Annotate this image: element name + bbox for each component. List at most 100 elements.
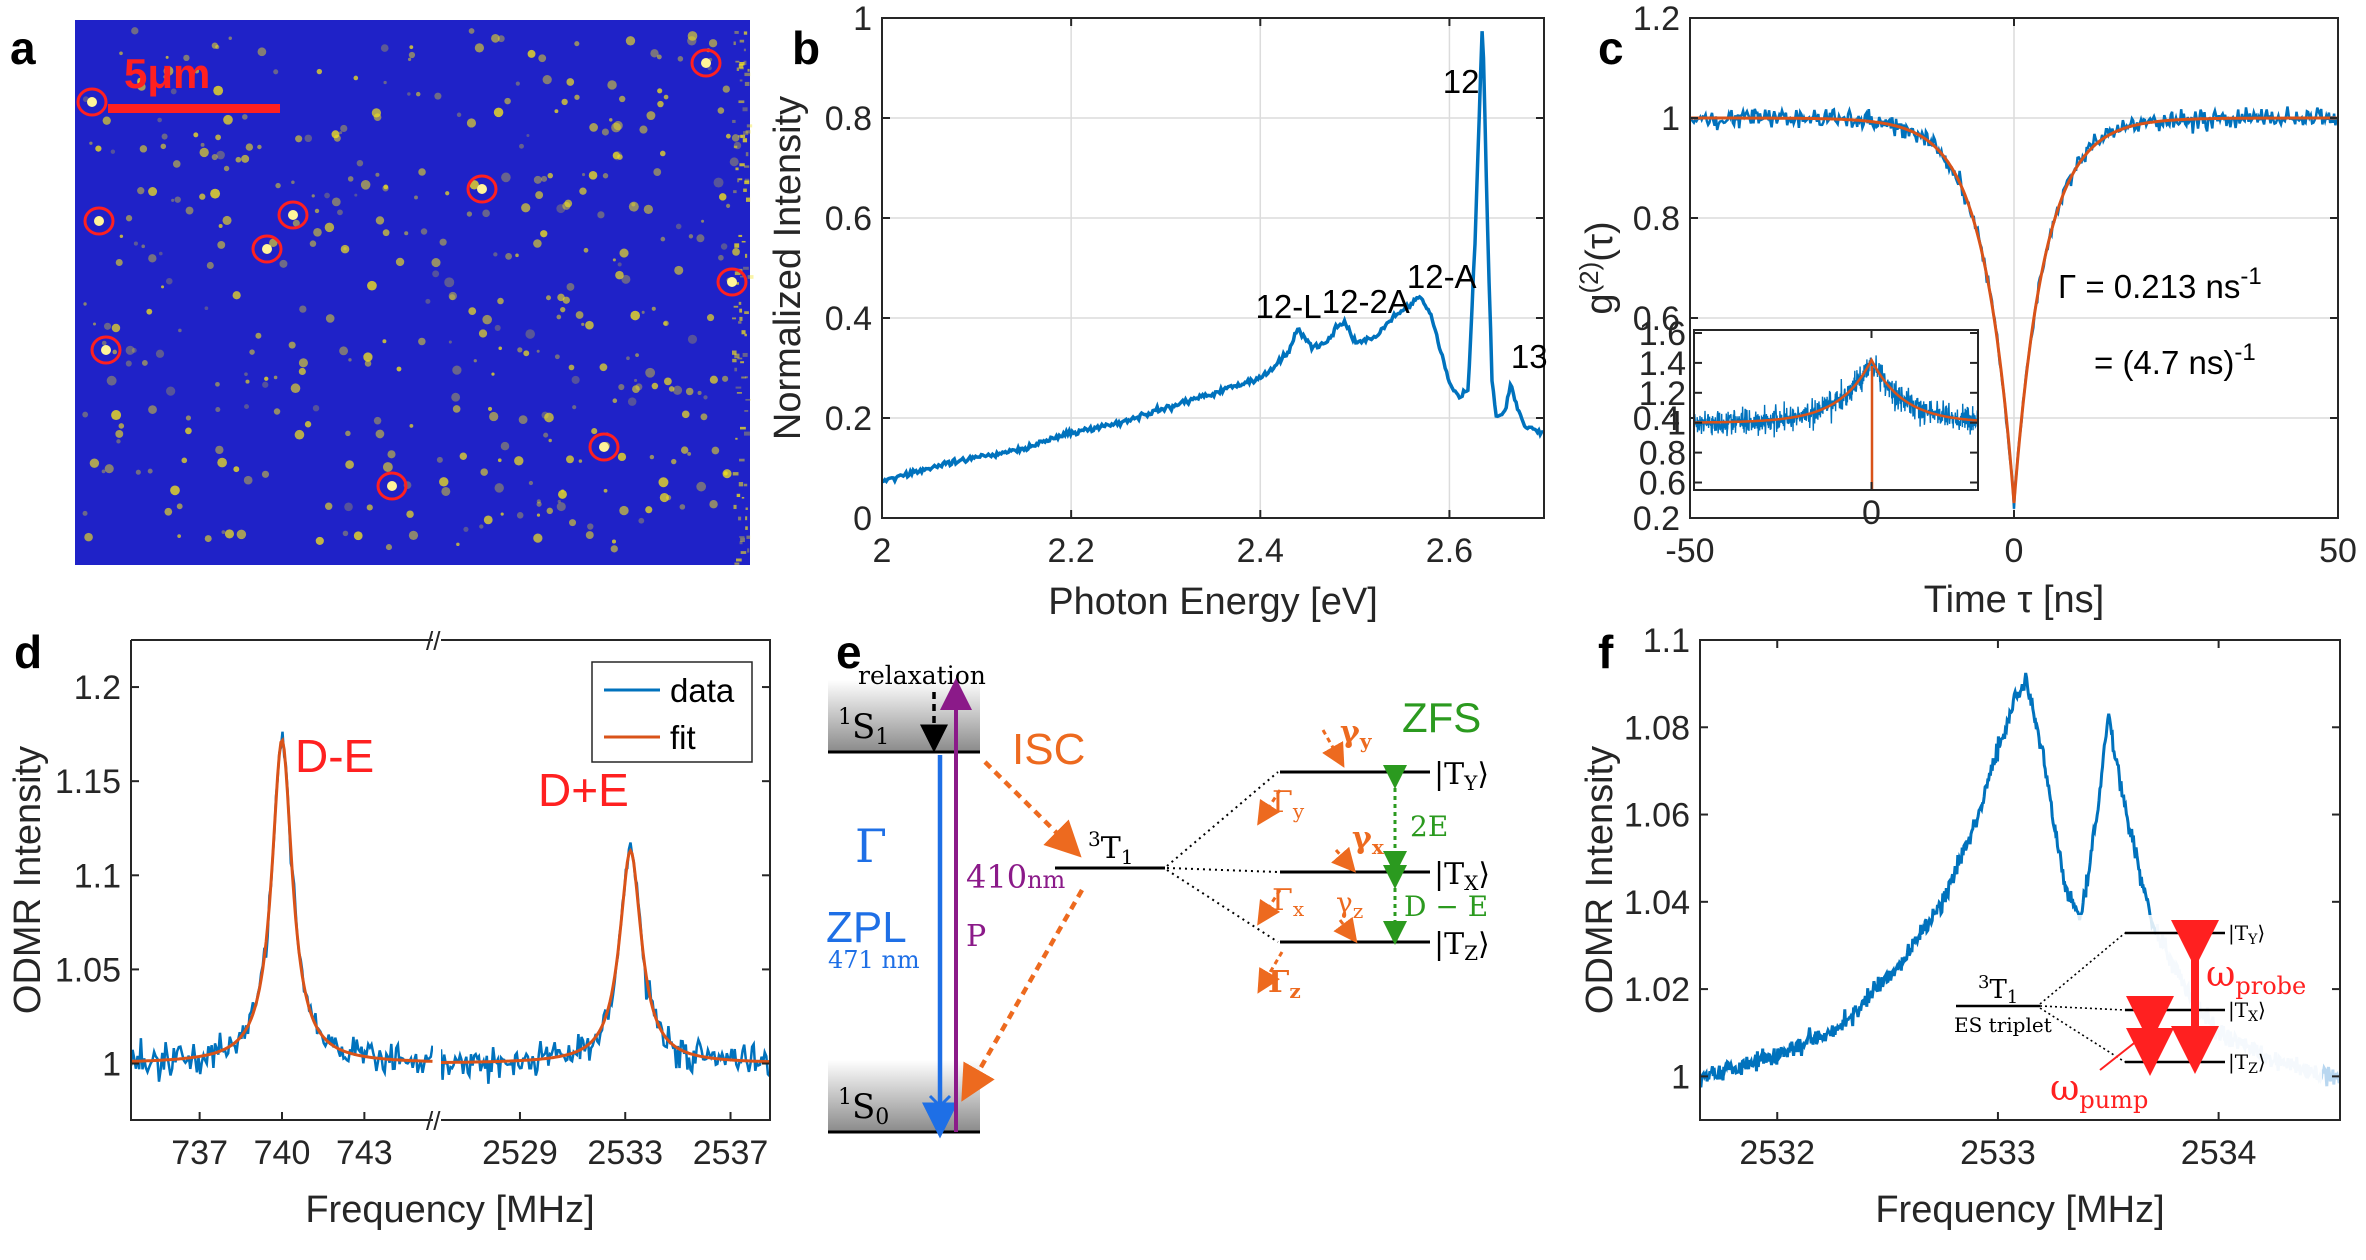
edge-spot bbox=[732, 472, 739, 476]
emitter-spot bbox=[541, 175, 548, 182]
edge-spot bbox=[745, 197, 751, 202]
y-tick-label: 1.15 bbox=[55, 763, 121, 801]
emitter-spot bbox=[575, 311, 584, 319]
odmr-fit-line-right bbox=[441, 847, 770, 1064]
inset-data-line bbox=[1694, 355, 1978, 438]
gamma-z-label: γz bbox=[1336, 886, 1363, 923]
emitter-spot bbox=[536, 513, 541, 517]
edge-spot bbox=[746, 124, 753, 128]
emitter-spot bbox=[199, 147, 209, 158]
emitter-spot bbox=[363, 352, 373, 362]
emitter-spot bbox=[574, 94, 580, 100]
emitter-spot bbox=[663, 321, 668, 326]
y-tick-label: 1 bbox=[102, 1046, 121, 1084]
emitter-spot bbox=[215, 134, 221, 141]
y-tick-label: 1.02 bbox=[1624, 971, 1690, 1009]
emitter-spot bbox=[199, 193, 206, 200]
panel-a: 5μm bbox=[75, 20, 754, 565]
edge-spot bbox=[744, 180, 750, 185]
emitter-spot bbox=[533, 175, 542, 184]
emitter-spot bbox=[619, 505, 629, 516]
emitter-spot bbox=[621, 274, 631, 284]
emitter-spot bbox=[482, 314, 492, 325]
emitter-spot bbox=[649, 454, 655, 460]
emitter-spot bbox=[731, 134, 740, 142]
edge-spot bbox=[741, 240, 746, 243]
d-minus-e-label-e: D − E bbox=[1404, 890, 1488, 923]
emitter-spot bbox=[290, 383, 301, 394]
edge-spot bbox=[739, 79, 743, 82]
emitter-spot bbox=[659, 150, 666, 157]
edge-spot bbox=[742, 352, 748, 357]
emitter-spot bbox=[451, 392, 461, 402]
panel-c: -50 0 500.20.40.60.811.2 Time τ [ns] g(2)(… bbox=[1574, 0, 2357, 621]
emitter-spot bbox=[356, 159, 364, 167]
y-axis-label-c: g(2)(τ) bbox=[1574, 221, 1621, 314]
emitter-spot bbox=[387, 450, 396, 459]
emitter-spot bbox=[115, 429, 124, 438]
emitter-spot bbox=[340, 244, 350, 254]
emitter-spot bbox=[312, 404, 320, 412]
emitter-spot bbox=[582, 173, 586, 177]
emitter-spot bbox=[407, 92, 411, 96]
edge-spot bbox=[745, 516, 748, 521]
emitter-spot bbox=[542, 74, 552, 85]
edge-spot bbox=[737, 357, 743, 360]
emitter-spot bbox=[615, 270, 624, 280]
selected-emitter-circle bbox=[376, 471, 408, 501]
emitter-spot bbox=[602, 173, 609, 179]
edge-spot bbox=[739, 39, 745, 43]
edge-spot bbox=[739, 67, 744, 70]
emitter-spot bbox=[408, 530, 419, 540]
emitter-spot bbox=[160, 143, 167, 150]
emitter-spot bbox=[375, 216, 385, 225]
edge-spot bbox=[741, 496, 745, 499]
emitter-spot bbox=[497, 458, 502, 463]
emitter-spot bbox=[516, 511, 524, 519]
emitter-spot bbox=[148, 405, 157, 414]
emitter-spot bbox=[459, 452, 467, 460]
emitter-spot bbox=[324, 502, 333, 510]
tz-label: |TZ⟩ bbox=[1434, 927, 1490, 965]
y-tick-label: 0.8 bbox=[1633, 200, 1680, 238]
emitter-spot bbox=[382, 462, 393, 472]
zpl-wavelength: 471 nm bbox=[828, 946, 920, 974]
emitter-spot bbox=[255, 332, 262, 339]
emitter-spot bbox=[674, 265, 684, 275]
emitter-spot bbox=[101, 469, 106, 474]
emitter-spot bbox=[611, 539, 617, 544]
emitter-spot bbox=[626, 356, 630, 361]
tx-label: |TX⟩ bbox=[1434, 857, 1490, 895]
x-axis-label-d: Frequency [MHz] bbox=[305, 1189, 594, 1231]
emitter-spot bbox=[645, 367, 656, 378]
x-tick-label: 0 bbox=[1862, 494, 1881, 532]
edge-spot bbox=[745, 130, 751, 134]
emitter-spot bbox=[479, 524, 484, 529]
emitter-spot bbox=[659, 492, 669, 503]
emitter-spot bbox=[630, 310, 640, 321]
emitter-spot bbox=[104, 464, 114, 474]
emitter-spot bbox=[569, 519, 577, 527]
emitter-spot bbox=[474, 43, 485, 53]
x-tick-label: 50 bbox=[2319, 532, 2357, 570]
emitter-spot bbox=[141, 360, 148, 366]
emitter-spot bbox=[657, 100, 664, 108]
x-tick-label: 737 bbox=[171, 1134, 228, 1172]
edge-spot bbox=[743, 60, 747, 65]
emitter-spot bbox=[707, 314, 715, 322]
emitter-spot bbox=[448, 340, 452, 344]
emitter-spot bbox=[170, 88, 177, 95]
panel-label-c: c bbox=[1598, 22, 1624, 74]
emitter-spot bbox=[536, 501, 542, 507]
emitter-spot bbox=[83, 302, 87, 306]
edge-spot bbox=[733, 145, 738, 149]
emitter-spot bbox=[708, 39, 718, 48]
edge-spot bbox=[734, 353, 740, 359]
emitter-spot bbox=[628, 201, 639, 212]
selected-emitter-circle bbox=[588, 432, 620, 462]
f-splitting-lines bbox=[2039, 932, 2126, 1063]
emitter-spot bbox=[566, 455, 574, 464]
emitter-spot bbox=[380, 44, 389, 52]
emitter-spot bbox=[375, 429, 385, 439]
